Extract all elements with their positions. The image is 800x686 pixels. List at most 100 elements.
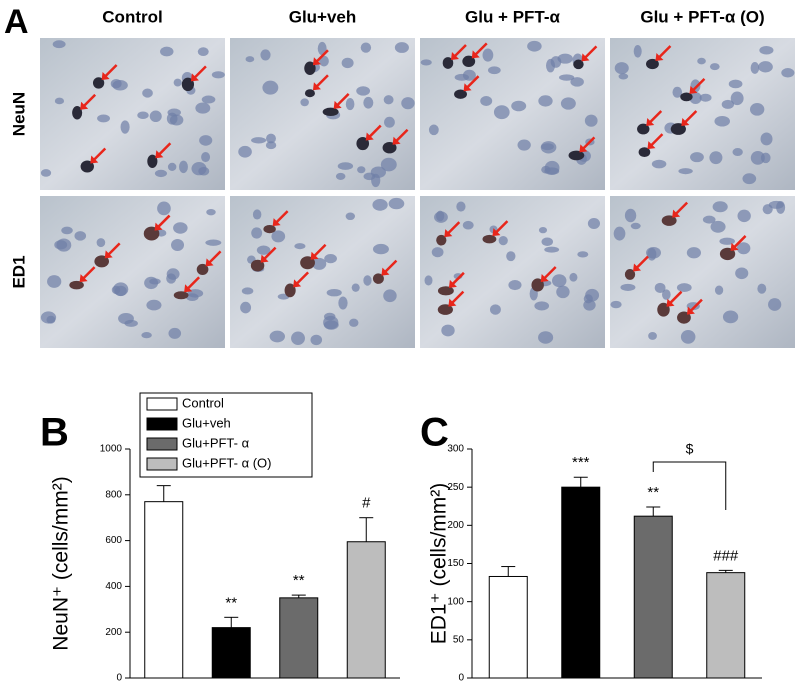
y-tick-label: 250 xyxy=(447,482,464,493)
nucleus xyxy=(356,86,371,96)
nucleus xyxy=(613,226,626,241)
y-tick-label: 800 xyxy=(105,489,122,500)
nucleus xyxy=(489,304,501,315)
nucleus xyxy=(730,91,744,106)
nucleus xyxy=(168,327,182,339)
nucleus xyxy=(351,283,360,292)
stained-cell xyxy=(442,57,454,69)
micrograph xyxy=(420,196,605,348)
nucleus xyxy=(736,242,751,255)
stained-cell xyxy=(646,58,659,70)
stained-cell xyxy=(94,255,110,268)
nucleus xyxy=(633,44,642,58)
nucleus xyxy=(360,42,372,53)
y-tick-label: 0 xyxy=(458,673,464,684)
nucleus xyxy=(441,324,455,337)
nucleus xyxy=(583,299,596,311)
micrograph-bg xyxy=(420,196,605,348)
arrow-head xyxy=(540,273,549,282)
arrow-head xyxy=(655,52,664,61)
nucleus xyxy=(480,96,493,106)
nucleus xyxy=(317,41,327,56)
nucleus xyxy=(319,55,329,67)
nucleus xyxy=(205,239,222,246)
arrow-head xyxy=(463,83,472,92)
nucleus xyxy=(624,208,637,223)
stained-cell xyxy=(250,259,265,272)
nucleus xyxy=(714,285,724,295)
y-tick-label: 600 xyxy=(105,535,122,546)
nucleus xyxy=(651,159,667,169)
micrograph xyxy=(230,196,415,348)
row-label: NeuN xyxy=(9,92,28,136)
nucleus xyxy=(699,93,712,102)
nucleus xyxy=(697,57,706,65)
bracket-label: $ xyxy=(686,441,694,457)
nucleus xyxy=(424,275,433,286)
nucleus xyxy=(538,331,554,344)
nucleus xyxy=(541,143,554,151)
nucleus xyxy=(256,245,271,255)
significance-label: *** xyxy=(572,454,590,471)
nucleus xyxy=(310,334,323,346)
arrow-head xyxy=(448,279,457,288)
nucleus xyxy=(74,231,87,241)
nucleus xyxy=(252,209,262,220)
nucleus xyxy=(431,247,444,258)
arrow-head xyxy=(392,136,401,145)
nucleus xyxy=(394,42,409,53)
nucleus xyxy=(506,251,516,262)
nucleus xyxy=(345,97,355,111)
bar xyxy=(346,541,386,679)
micrograph xyxy=(40,196,225,348)
nucleus xyxy=(678,168,693,175)
nucleus xyxy=(722,310,739,324)
nucleus xyxy=(157,201,171,216)
arrow-head xyxy=(333,100,342,109)
nucleus xyxy=(482,48,494,62)
nucleus xyxy=(166,268,180,280)
nucleus xyxy=(349,318,359,327)
stained-cell xyxy=(263,224,276,234)
arrow-head xyxy=(471,50,480,59)
nucleus xyxy=(630,222,641,230)
y-tick-label: 0 xyxy=(116,673,122,684)
column-label: Glu + PFT-α xyxy=(465,7,561,26)
legend-swatch xyxy=(146,437,178,451)
y-tick-label: 200 xyxy=(105,627,122,638)
nucleus xyxy=(54,97,65,105)
nucleus xyxy=(197,47,209,57)
nucleus xyxy=(383,95,394,105)
bar xyxy=(279,597,319,679)
stained-cell xyxy=(372,273,384,284)
nucleus xyxy=(345,212,356,221)
nucleus xyxy=(241,287,254,295)
nucleus xyxy=(380,157,397,172)
micrograph xyxy=(40,38,225,190)
arrow-head xyxy=(312,82,321,91)
nucleus xyxy=(493,105,510,120)
stained-cell xyxy=(719,247,736,261)
nucleus xyxy=(749,103,765,116)
arrow-head xyxy=(633,263,642,272)
nucleus xyxy=(689,92,702,105)
stained-cell xyxy=(624,269,636,280)
arrow-head xyxy=(448,298,457,307)
column-label: Glu+veh xyxy=(289,7,357,26)
nucleus xyxy=(732,148,743,157)
arrow-head xyxy=(381,267,390,276)
nucleus xyxy=(251,137,267,144)
nucleus xyxy=(323,315,339,330)
arrow-head xyxy=(686,306,695,315)
nucleus xyxy=(714,115,730,127)
nucleus xyxy=(742,173,757,185)
nucleus xyxy=(552,274,567,288)
nucleus xyxy=(728,79,743,89)
nucleus xyxy=(544,246,560,253)
stained-cell xyxy=(69,280,84,290)
nucleus xyxy=(538,95,553,107)
legend-label: Control xyxy=(182,395,224,410)
nucleus xyxy=(420,59,432,66)
nucleus xyxy=(508,280,522,291)
